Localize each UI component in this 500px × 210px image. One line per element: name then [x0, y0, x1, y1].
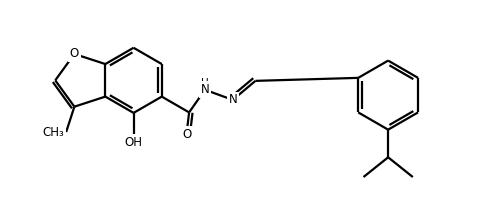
Text: OH: OH	[124, 136, 142, 149]
Text: O: O	[182, 127, 192, 140]
Text: H: H	[201, 78, 209, 88]
Text: N: N	[200, 83, 209, 96]
Text: CH₃: CH₃	[42, 126, 64, 139]
Text: O: O	[70, 47, 79, 60]
Text: N: N	[228, 93, 237, 106]
